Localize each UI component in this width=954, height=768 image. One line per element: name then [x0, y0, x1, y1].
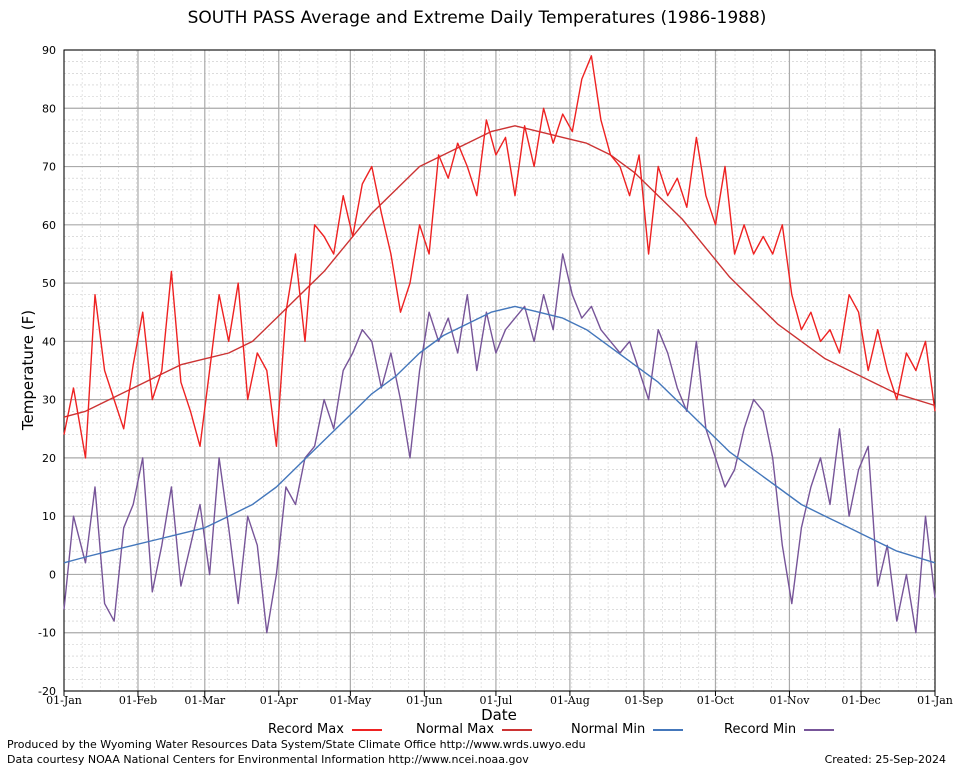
legend-swatch-normal-max	[502, 728, 533, 731]
x-tick-label: 01-Aug	[550, 694, 590, 707]
x-tick-label: 01-Jan	[46, 694, 82, 707]
x-tick-label: 01-Sep	[624, 694, 663, 707]
y-tick-label: 20	[42, 452, 56, 465]
x-tick-label: 01-Oct	[697, 694, 735, 707]
legend-item-normal-min: Normal Min	[571, 722, 684, 737]
series-line-normal-min	[63, 305, 936, 564]
legend-swatch-record-max	[351, 728, 382, 731]
y-tick-label: -10	[38, 627, 56, 640]
legend-swatch-record-min	[804, 728, 835, 731]
x-tick-label: 01-Feb	[119, 694, 157, 707]
legend-item-record-min: Record Min	[724, 722, 835, 737]
y-tick-label: 10	[42, 510, 56, 523]
series-line-record-max	[63, 55, 936, 459]
x-tick-label: 01-Mar	[184, 694, 226, 707]
x-tick-label: 01-Nov	[769, 694, 810, 707]
y-tick-label: 40	[42, 335, 56, 348]
y-tick-label: 60	[42, 219, 56, 232]
y-tick-label: 50	[42, 277, 56, 290]
x-tick-label: 01-May	[329, 694, 372, 707]
legend-item-record-max: Record Max	[268, 722, 382, 737]
y-tick-label: 80	[42, 102, 56, 115]
plot-frame	[63, 49, 936, 692]
legend-label-record-min: Record Min	[724, 722, 797, 737]
series-line-normal-max	[63, 125, 936, 418]
y-tick-label: -20	[38, 685, 56, 698]
x-tick-label: 01-Apr	[260, 694, 299, 707]
series-line-record-min	[63, 253, 936, 634]
y-tick-label: 0	[49, 568, 56, 581]
credit-producer: Produced by the Wyoming Water Resources …	[7, 738, 586, 751]
legend-label-normal-min: Normal Min	[571, 722, 646, 737]
x-tick-label: 01-Jul	[480, 694, 513, 707]
y-tick-label: 90	[42, 44, 56, 57]
x-axis-label: Date	[481, 706, 517, 724]
chart-title: SOUTH PASS Average and Extreme Daily Tem…	[187, 8, 767, 28]
x-tick-label: 01-Jan	[917, 694, 953, 707]
credit-data-source: Data courtesy NOAA National Centers for …	[7, 753, 529, 766]
legend-swatch-normal-min	[653, 728, 684, 731]
created-date: Created: 25-Sep-2024	[824, 753, 946, 766]
x-tick-label: 01-Dec	[841, 694, 880, 707]
legend-label-record-max: Record Max	[268, 722, 344, 737]
legend-label-normal-max: Normal Max	[416, 722, 495, 737]
x-tick-label: 01-Jun	[406, 694, 442, 707]
y-tick-label: 70	[42, 161, 56, 174]
y-tick-label: 30	[42, 394, 56, 407]
legend-item-normal-max: Normal Max	[416, 722, 533, 737]
